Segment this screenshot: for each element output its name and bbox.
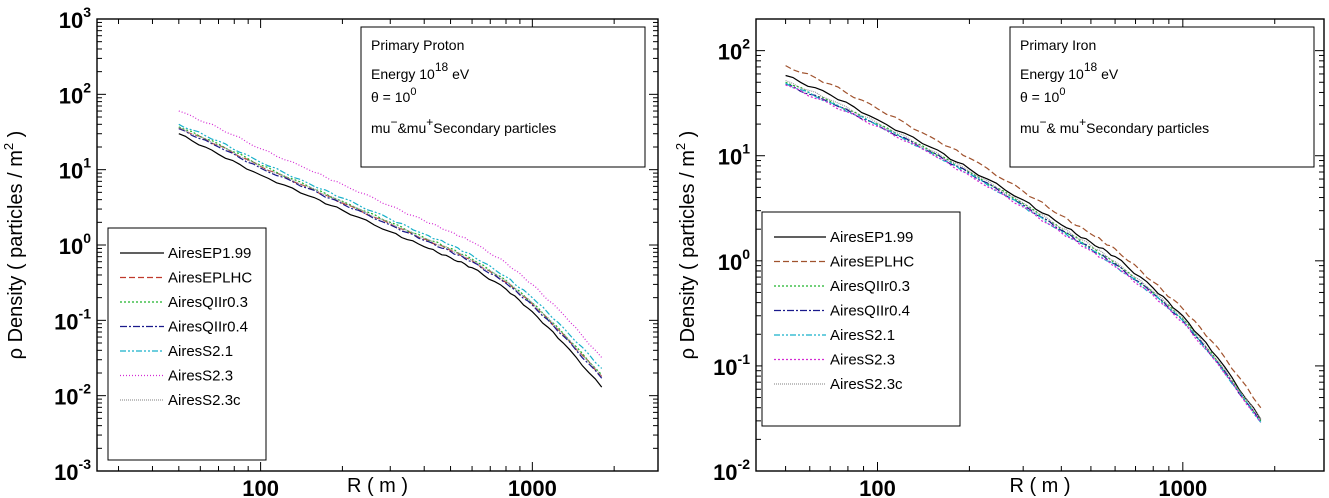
legend-label: AiresQIIr0.3 bbox=[168, 294, 248, 311]
series-line-AiresEP1.99 bbox=[785, 74, 1262, 420]
series-line-AiresS2.1 bbox=[178, 123, 603, 369]
legend-label: AiresS2.1 bbox=[830, 327, 895, 344]
y-axis: 10-3 10-2 10-1 100 101 102 103 bbox=[54, 4, 658, 485]
series-line-AiresS2.3c bbox=[178, 127, 603, 377]
info-primary: Primary Proton bbox=[371, 37, 464, 53]
legend-label: AiresS2.3 bbox=[168, 368, 233, 385]
y-tick-label: 10-1 bbox=[54, 305, 91, 334]
y-axis-title: ρ Density ( particles / m2 ) bbox=[673, 131, 699, 360]
y-tick-label: 103 bbox=[59, 4, 91, 33]
legend-label: AiresS2.3c bbox=[830, 376, 903, 393]
legend: AiresEP1.99 AiresEPLHC AiresQIIr0.3 AiresQI… bbox=[761, 211, 961, 427]
info-box-frame bbox=[1009, 26, 1315, 168]
info-box-frame bbox=[360, 26, 646, 168]
x-axis: 100 1000 bbox=[755, 19, 1276, 498]
x-axis-title: R ( m ) bbox=[347, 475, 408, 497]
series-line-AiresQIIr0.3 bbox=[785, 81, 1262, 422]
info-box: Primary Iron Energy 1018 eV θ = 100 mu−& mu… bbox=[1009, 26, 1315, 168]
info-energy: Energy 1018 eV bbox=[1020, 60, 1119, 82]
legend-label: AiresEP1.99 bbox=[168, 245, 251, 262]
x-tick-label: 100 bbox=[242, 476, 279, 498]
y-tick-label: 102 bbox=[59, 79, 91, 108]
info-particles: mu−&mu+Secondary particles bbox=[371, 115, 556, 136]
x-tick-label: 1000 bbox=[1158, 476, 1207, 498]
info-primary: Primary Iron bbox=[1020, 37, 1096, 53]
legend-frame bbox=[761, 211, 961, 427]
y-tick-label: 10-3 bbox=[54, 456, 91, 485]
y-axis-title: ρ Density ( particles / m2 ) bbox=[1, 131, 27, 360]
series-line-AiresEP1.99 bbox=[178, 133, 603, 388]
chart-panel-1: 100 1000 10-3 10-2 10-1 100 101 102 103 R ( m ) ρ … bbox=[1, 4, 659, 498]
chart-panel-2: 100 1000 10-2 10-1 100 101 102 R ( m ) ρ Density… bbox=[673, 18, 1325, 498]
x-tick-label: 1000 bbox=[508, 476, 557, 498]
series-line-AiresEPLHC bbox=[785, 65, 1262, 409]
info-energy: Energy 1018 eV bbox=[371, 60, 470, 82]
series-line-AiresQIIr0.4 bbox=[178, 128, 603, 379]
legend-label: AiresQIIr0.4 bbox=[168, 319, 248, 336]
y-axis: 10-2 10-1 100 101 102 bbox=[713, 18, 1324, 485]
legend: AiresEP1.99 AiresEPLHC AiresQIIr0.3 AiresQI… bbox=[107, 227, 267, 461]
y-tick-label: 10-2 bbox=[54, 381, 91, 410]
legend-label: AiresEP1.99 bbox=[830, 229, 913, 246]
legend-label: AiresS2.3c bbox=[168, 392, 241, 409]
legend-label: AiresEPLHC bbox=[830, 254, 914, 271]
info-particles: mu−& mu+Secondary particles bbox=[1020, 115, 1209, 136]
y-tick-label: 101 bbox=[59, 155, 91, 184]
plot-frame bbox=[755, 18, 1325, 472]
x-axis: 100 1000 bbox=[118, 19, 615, 498]
legend-label: AiresS2.1 bbox=[168, 343, 233, 360]
legend-label: AiresQIIr0.4 bbox=[830, 303, 910, 320]
y-tick-label: 102 bbox=[718, 36, 750, 65]
legend-frame bbox=[107, 227, 267, 461]
info-box: Primary Proton Energy 1018 eV θ = 100 mu−&m… bbox=[360, 26, 646, 168]
y-tick-label: 100 bbox=[59, 230, 91, 259]
y-tick-label: 10-2 bbox=[713, 456, 750, 485]
series-line-AiresS2.1 bbox=[785, 82, 1262, 423]
info-theta: θ = 100 bbox=[1020, 86, 1065, 105]
legend-label: AiresQIIr0.3 bbox=[830, 278, 910, 295]
y-tick-label: 100 bbox=[718, 246, 750, 275]
y-tick-label: 101 bbox=[718, 141, 750, 170]
series-lines bbox=[785, 65, 1262, 423]
series-lines bbox=[178, 110, 603, 388]
series-line-AiresS2.3c bbox=[785, 79, 1262, 420]
series-line-AiresS2.3 bbox=[785, 84, 1262, 423]
legend-label: AiresS2.3 bbox=[830, 352, 895, 369]
info-theta: θ = 100 bbox=[371, 86, 416, 105]
series-line-AiresS2.3 bbox=[178, 110, 603, 358]
x-axis-title: R ( m ) bbox=[1009, 475, 1070, 497]
x-tick-label: 100 bbox=[859, 476, 896, 498]
y-tick-label: 10-1 bbox=[713, 351, 750, 380]
legend-label: AiresEPLHC bbox=[168, 270, 252, 287]
